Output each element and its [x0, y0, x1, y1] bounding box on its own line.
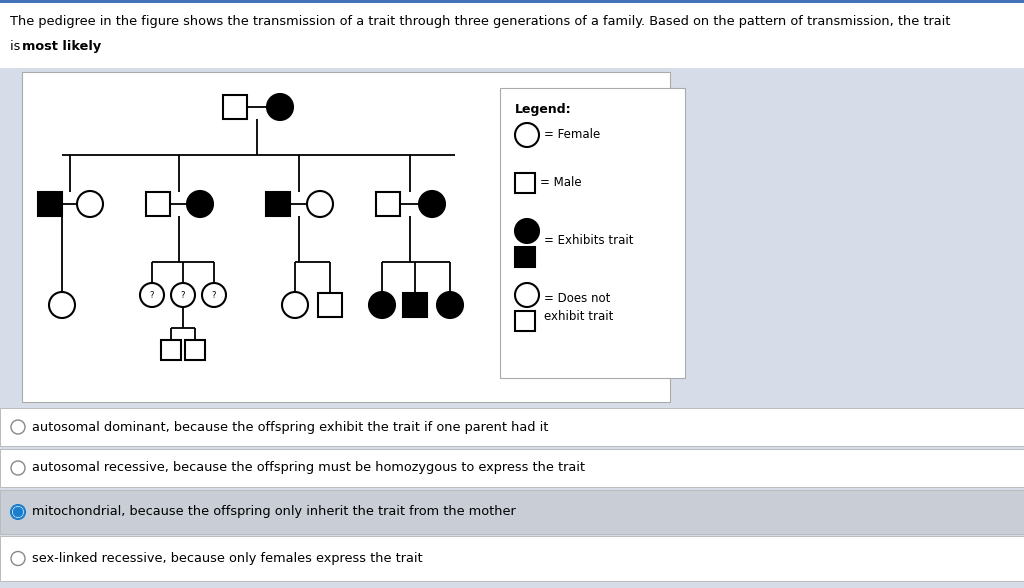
Text: Legend:: Legend:: [515, 103, 571, 116]
Text: exhibit trait: exhibit trait: [544, 310, 613, 323]
Bar: [266, 192, 290, 216]
Circle shape: [419, 191, 445, 217]
Circle shape: [140, 283, 164, 307]
Text: most likely: most likely: [22, 40, 101, 53]
Text: The pedigree in the figure shows the transmission of a trait through three gener: The pedigree in the figure shows the tra…: [10, 15, 950, 28]
Circle shape: [11, 461, 25, 475]
Circle shape: [267, 94, 293, 120]
Circle shape: [11, 552, 25, 566]
Circle shape: [515, 219, 539, 243]
Bar: [403, 293, 427, 317]
Text: autosomal recessive, because the offspring must be homozygous to express the tra: autosomal recessive, because the offspri…: [32, 462, 585, 475]
Bar: [0, 490, 1024, 534]
Text: ?: ?: [212, 290, 216, 299]
Circle shape: [171, 283, 195, 307]
Text: ?: ?: [181, 290, 185, 299]
Circle shape: [307, 191, 333, 217]
Bar: [185, 340, 205, 360]
Bar: [0, 0, 1024, 3]
Bar: [500, 88, 685, 378]
Bar: [0, 0, 1024, 68]
Text: = Exhibits trait: = Exhibits trait: [544, 235, 634, 248]
Bar: [318, 293, 342, 317]
Text: autosomal dominant, because the offspring exhibit the trait if one parent had it: autosomal dominant, because the offsprin…: [32, 420, 549, 433]
Circle shape: [437, 292, 463, 318]
Bar: [515, 247, 535, 267]
Bar: [376, 192, 400, 216]
Text: is: is: [10, 40, 25, 53]
Bar: [515, 311, 535, 331]
Text: mitochondrial, because the offspring only inherit the trait from the mother: mitochondrial, because the offspring onl…: [32, 506, 516, 519]
Circle shape: [515, 283, 539, 307]
Text: = Does not: = Does not: [544, 292, 610, 305]
Circle shape: [187, 191, 213, 217]
Circle shape: [11, 420, 25, 434]
Circle shape: [515, 123, 539, 147]
Circle shape: [282, 292, 308, 318]
Circle shape: [11, 505, 25, 519]
Bar: [146, 192, 170, 216]
Circle shape: [369, 292, 395, 318]
Text: sex-linked recessive, because only females express the trait: sex-linked recessive, because only femal…: [32, 552, 423, 565]
Circle shape: [49, 292, 75, 318]
Bar: [0, 449, 1024, 487]
Text: = Male: = Male: [540, 176, 582, 189]
Circle shape: [202, 283, 226, 307]
Bar: [0, 408, 1024, 446]
Circle shape: [13, 507, 23, 517]
Bar: [515, 173, 535, 193]
Text: ?: ?: [150, 290, 155, 299]
Bar: [223, 95, 247, 119]
Text: = Female: = Female: [544, 129, 600, 142]
Bar: [22, 72, 670, 402]
Bar: [38, 192, 62, 216]
Circle shape: [77, 191, 103, 217]
Bar: [0, 536, 1024, 581]
Bar: [161, 340, 181, 360]
